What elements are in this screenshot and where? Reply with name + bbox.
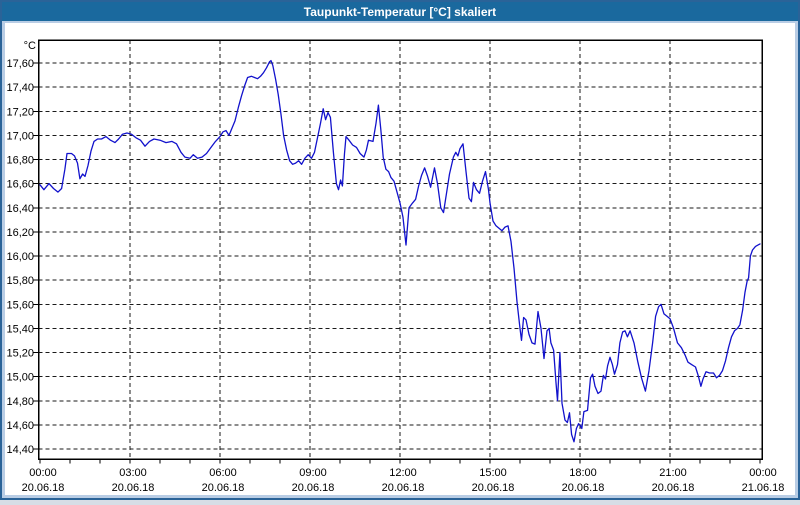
- x-tick-time: 03:00: [119, 467, 147, 479]
- y-tick-label: 17,40: [6, 82, 34, 94]
- y-tick-label: 16,00: [6, 251, 34, 263]
- x-tick-time: 12:00: [389, 467, 417, 479]
- y-tick-label: 15,20: [6, 348, 34, 360]
- y-tick-label: 14,80: [6, 396, 34, 408]
- x-tick-date: 20.06.18: [112, 482, 155, 494]
- x-tick-date: 20.06.18: [382, 482, 425, 494]
- y-tick-label: 16,20: [6, 227, 34, 239]
- y-tick-label: 14,40: [6, 444, 34, 456]
- x-tick-date: 20.06.18: [652, 482, 695, 494]
- y-tick-label: 14,60: [6, 420, 34, 432]
- axis-labels: 17,60 17,40 17,20 17,00 16,80 16,60 16,40 16,20…: [6, 58, 784, 494]
- data-series: [39, 59, 761, 443]
- y-tick-label: 16,40: [6, 203, 34, 215]
- x-tick-time: 09:00: [299, 467, 327, 479]
- x-tick-time: 21:00: [659, 467, 687, 479]
- x-tick-date: 20.06.18: [292, 482, 335, 494]
- y-tick-label: 17,60: [6, 58, 34, 70]
- y-tick-label: 15,00: [6, 372, 34, 384]
- plot-area: [37, 39, 763, 460]
- y-tick-label: 15,60: [6, 299, 34, 311]
- x-tick-time: 00:00: [749, 467, 777, 479]
- y-tick-label: 16,60: [6, 179, 34, 191]
- x-tick-time: 00:00: [29, 467, 57, 479]
- x-tick-time: 15:00: [479, 467, 507, 479]
- y-tick-label: 15,40: [6, 323, 34, 335]
- y-axis-unit-label: °C: [24, 40, 36, 52]
- titlebar: [2, 2, 798, 21]
- x-tick-time: 06:00: [209, 467, 237, 479]
- y-tick-label: 17,20: [6, 106, 34, 118]
- x-tick-date: 20.06.18: [202, 482, 245, 494]
- x-tick-date: 20.06.18: [472, 482, 515, 494]
- x-tick-time: 18:00: [569, 467, 597, 479]
- chart-title: Taupunkt-Temperatur [°C] skaliert: [304, 5, 496, 19]
- dewpoint-line: [39, 59, 761, 443]
- x-tick-date: 20.06.18: [22, 482, 65, 494]
- x-tick-date: 21.06.18: [742, 482, 785, 494]
- y-tick-label: 15,80: [6, 275, 34, 287]
- y-tick-label: 17,00: [6, 130, 34, 142]
- y-tick-label: 16,80: [6, 155, 34, 167]
- x-tick-date: 20.06.18: [562, 482, 605, 494]
